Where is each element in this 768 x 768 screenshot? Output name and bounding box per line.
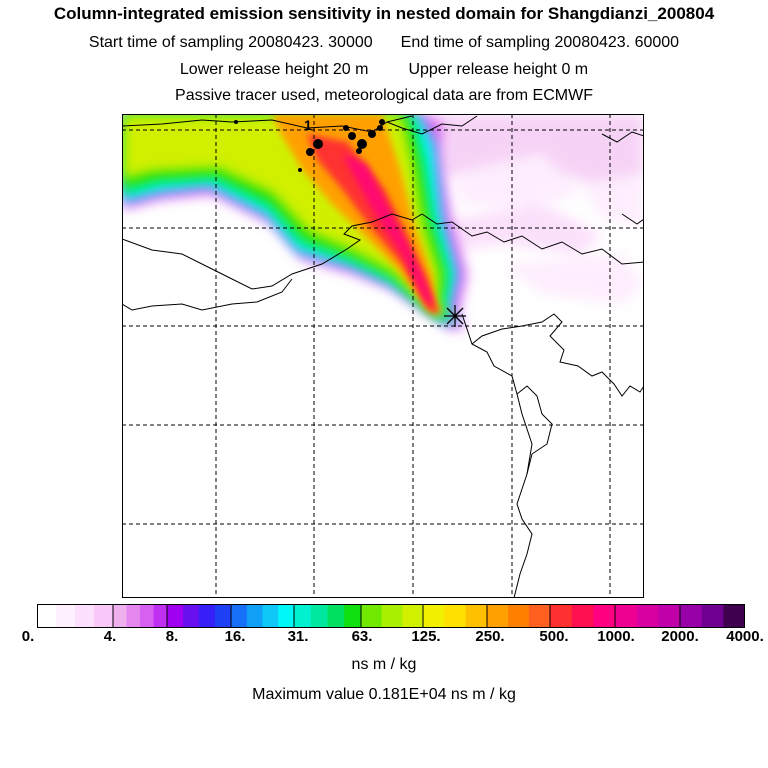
maximum-value-label: Maximum value 0.181E+04 ns m / kg bbox=[252, 686, 516, 703]
colorbar-cell bbox=[381, 604, 403, 628]
colorbar-cell bbox=[615, 604, 637, 628]
colorbar-cell bbox=[327, 604, 345, 628]
tracer-info: Passive tracer used, meteorological data… bbox=[175, 87, 593, 104]
start-time-label: Start time of sampling 20080423. 30000 bbox=[88, 34, 373, 51]
colorbar-cell bbox=[723, 604, 745, 628]
colorbar-cell bbox=[113, 604, 127, 628]
colorbar-cell bbox=[571, 604, 594, 628]
colorbar-cell bbox=[529, 604, 551, 628]
colorbar-cell bbox=[550, 604, 572, 628]
colorbar-cell bbox=[658, 604, 681, 628]
sensitivity-field-low bbox=[412, 114, 644, 304]
colorbar-tick-label: 8. bbox=[165, 628, 179, 645]
colorbar-cell bbox=[94, 604, 114, 628]
upper-release-label: Upper release height 0 m bbox=[408, 61, 589, 78]
colorbar-cell bbox=[701, 604, 724, 628]
lower-release-label: Lower release height 20 m bbox=[179, 61, 369, 78]
colorbar-tick-label: 1000. bbox=[597, 628, 635, 645]
colorbar-tick-label: 125. bbox=[411, 628, 441, 645]
colorbar-tick-label: 4. bbox=[103, 628, 117, 645]
colorbar-cell bbox=[487, 604, 509, 628]
sampling-times: Start time of sampling 20080423. 30000 En… bbox=[0, 34, 768, 52]
colorbar-tick-label: 16. bbox=[224, 628, 246, 645]
coastlines-borders bbox=[122, 115, 644, 598]
colorbar-units: ns m / kg bbox=[351, 656, 417, 673]
colorbar-tick-label: 0. bbox=[21, 628, 35, 645]
colorbar-cell bbox=[126, 604, 141, 628]
colorbar-cell bbox=[167, 604, 184, 628]
colorbar bbox=[37, 604, 745, 628]
colorbar-cell bbox=[215, 604, 232, 628]
colorbar-tick-label: 63. bbox=[351, 628, 373, 645]
colorbar-cell bbox=[278, 604, 295, 628]
plot-title: Column-integrated emission sensitivity i… bbox=[53, 4, 715, 23]
colorbar-cell bbox=[636, 604, 659, 628]
colorbar-cell bbox=[423, 604, 445, 628]
end-time-label: End time of sampling 20080423. 60000 bbox=[400, 34, 680, 51]
colorbar-cell bbox=[508, 604, 530, 628]
colorbar-tick-label: 2000. bbox=[661, 628, 699, 645]
colorbar-tick-label: 4000. bbox=[726, 628, 764, 645]
colorbar-cell bbox=[183, 604, 200, 628]
source-clusters bbox=[234, 119, 385, 172]
colorbar-cell bbox=[680, 604, 702, 628]
colorbar-cell bbox=[37, 604, 57, 628]
colorbar-tick-label: 31. bbox=[287, 628, 309, 645]
station-marker-icon bbox=[444, 305, 466, 327]
colorbar-cell bbox=[231, 604, 248, 628]
colorbar-cell bbox=[56, 604, 76, 628]
colorbar-cell bbox=[262, 604, 279, 628]
colorbar-cell bbox=[402, 604, 424, 628]
release-marker-label: 1 bbox=[304, 117, 312, 133]
lat-lon-grid bbox=[122, 114, 644, 598]
sensitivity-plume bbox=[122, 114, 467, 330]
colorbar-cell bbox=[246, 604, 263, 628]
colorbar-cell bbox=[294, 604, 312, 628]
colorbar-cell bbox=[465, 604, 488, 628]
colorbar-cell bbox=[344, 604, 362, 628]
colorbar-tick-label: 500. bbox=[539, 628, 569, 645]
colorbar-cell bbox=[310, 604, 328, 628]
colorbar-tick-labels: 0. 4. 8. 16. 31. 63. 125. 250. 500. 1000. 2000. 400… bbox=[0, 628, 768, 650]
emission-sensitivity-map: 1 bbox=[122, 114, 644, 598]
colorbar-cell bbox=[153, 604, 168, 628]
colorbar-cell bbox=[361, 604, 382, 628]
release-heights: Lower release height 20 m Upper release h… bbox=[0, 61, 768, 79]
colorbar-cell bbox=[444, 604, 466, 628]
colorbar-cell bbox=[593, 604, 616, 628]
colorbar-cell bbox=[199, 604, 216, 628]
colorbar-tick-label: 250. bbox=[475, 628, 505, 645]
colorbar-cell bbox=[75, 604, 95, 628]
colorbar-cell bbox=[140, 604, 154, 628]
